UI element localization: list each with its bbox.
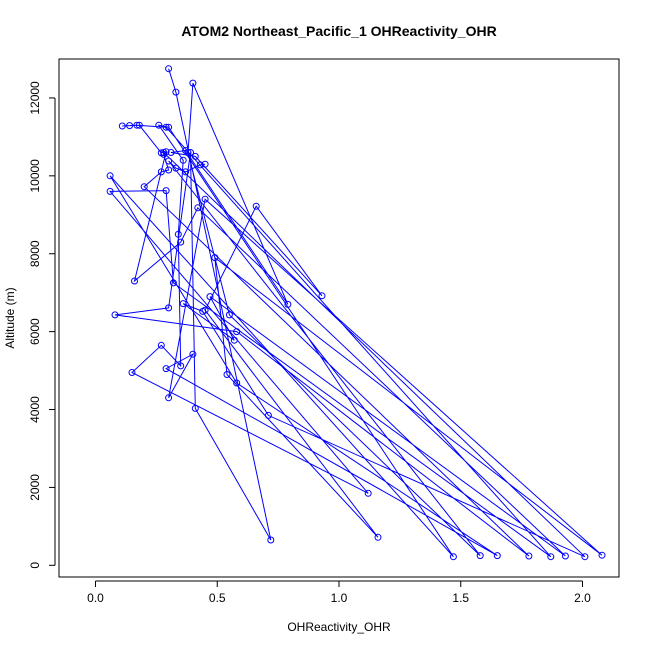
data-point [172, 88, 180, 96]
data-point [177, 238, 185, 246]
data-point [449, 553, 457, 561]
data-point [172, 164, 180, 172]
data-point [223, 371, 231, 378]
data-point [177, 362, 185, 370]
data-point [196, 161, 204, 169]
data-point [201, 306, 209, 314]
data-point [165, 304, 173, 312]
data-point [211, 254, 219, 262]
data-point [230, 336, 238, 344]
data-point [364, 489, 372, 497]
data-point [133, 121, 141, 129]
data-point [179, 156, 187, 164]
data-point [106, 172, 114, 180]
data-point [194, 204, 202, 212]
data-point [167, 149, 175, 156]
y-axis: 0 2000 4000 6000 8000 10000 12000 [28, 81, 56, 569]
data-point [264, 411, 272, 419]
data-point [118, 122, 126, 130]
y-tick-label: 12000 [28, 81, 42, 115]
data-point [182, 168, 190, 176]
y-tick-label: 6000 [28, 318, 42, 345]
data-point [106, 187, 114, 195]
data-point [162, 187, 170, 195]
x-tick-label: 2.0 [574, 591, 591, 605]
x-axis-label: OHReactivity_OHR [287, 620, 391, 634]
data-point [233, 328, 241, 336]
x-tick-label: 1.5 [452, 591, 469, 605]
x-tick-label: 0.5 [209, 591, 226, 605]
data-point [189, 350, 197, 358]
data-point [179, 300, 187, 308]
series-line [109, 68, 603, 558]
chart-title: ATOM2 Northeast_Pacific_1 OHReactivity_O… [181, 23, 496, 39]
x-tick-label: 0.0 [87, 591, 104, 605]
plot-frame [58, 58, 620, 578]
y-tick-label: 0 [28, 562, 42, 569]
data-point [165, 166, 173, 174]
data-point [493, 552, 501, 560]
y-tick-label: 8000 [28, 240, 42, 267]
data-point [284, 300, 292, 308]
data-point [140, 183, 148, 191]
data-point [318, 292, 326, 300]
data-point [267, 536, 275, 544]
data-point [165, 123, 173, 131]
data-point [525, 552, 533, 560]
data-point [201, 160, 209, 168]
data-point [131, 277, 138, 285]
data-point [547, 553, 555, 561]
data-point [374, 533, 382, 541]
data-point [169, 279, 177, 287]
data-point [165, 65, 173, 73]
data-point [201, 195, 209, 203]
data-point [174, 230, 182, 238]
data-point [165, 157, 173, 165]
data-point [165, 394, 173, 402]
data-point [189, 79, 197, 87]
x-axis: 0.0 0.5 1.0 1.5 2.0 [87, 580, 591, 605]
data-series [106, 65, 606, 561]
data-point [111, 311, 119, 319]
y-tick-label: 10000 [28, 159, 42, 193]
data-point [598, 551, 606, 559]
y-axis-label: Altitude (m) [3, 287, 17, 348]
x-tick-label: 1.0 [331, 591, 348, 605]
data-point [561, 552, 569, 560]
y-tick-label: 4000 [28, 396, 42, 423]
data-point [225, 311, 233, 319]
data-point [233, 379, 241, 387]
data-point [206, 293, 214, 301]
data-point [128, 369, 136, 376]
data-point [157, 168, 165, 176]
data-point [135, 121, 143, 129]
data-point [126, 122, 134, 130]
data-point [184, 149, 192, 156]
y-tick-label: 2000 [28, 474, 42, 501]
data-point [162, 365, 170, 373]
data-point [581, 553, 589, 561]
data-point [160, 149, 168, 156]
data-point [157, 149, 165, 157]
data-point [476, 552, 484, 560]
data-point [162, 123, 170, 131]
data-point [191, 404, 199, 412]
data-point [157, 341, 165, 349]
data-point [252, 202, 260, 210]
data-point [155, 121, 163, 129]
data-point [191, 152, 199, 160]
